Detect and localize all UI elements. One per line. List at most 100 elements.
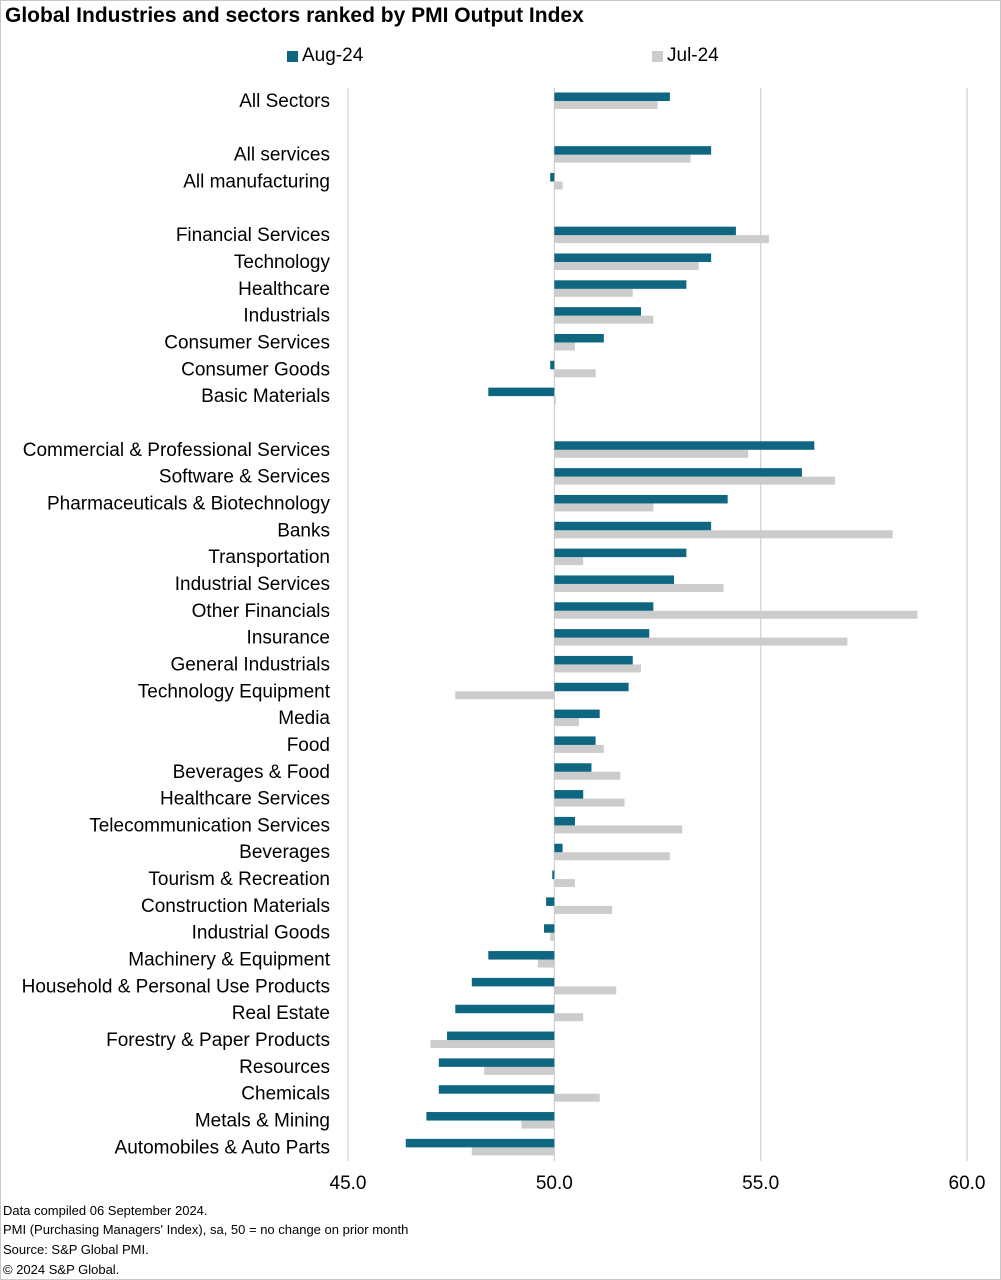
bar-aug-all-sectors [554,92,670,101]
bar-aug-media [554,709,600,719]
category-label-beverages: Beverages [239,842,330,863]
bar-aug-household-and-personal-use-products [471,977,555,987]
category-label-machinery-and-equipment: Machinery & Equipment [128,950,330,971]
category-label-forestry-and-paper-products: Forestry & Paper Products [106,1030,330,1051]
bar-aug-industrial-goods [544,924,555,933]
bar-aug-automobiles-and-auto-parts [405,1138,555,1148]
bar-jul-beverages [554,852,670,861]
bar-jul-insurance [554,637,848,646]
category-label-consumer-goods: Consumer Goods [181,359,330,380]
category-label-technology-equipment: Technology Equipment [138,681,331,702]
bar-aug-financial-services [554,226,736,236]
bar-jul-industrials [554,315,654,324]
bar-aug-machinery-and-equipment [488,951,555,960]
legend-swatch-jul [652,50,663,62]
bar-jul-construction-materials [554,905,613,914]
category-label-tourism-and-recreation: Tourism & Recreation [148,869,330,890]
bar-aug-commercial-and-professional-services [554,441,815,450]
category-label-industrial-services: Industrial Services [175,574,330,595]
footer-compiled: Data compiled 06 September 2024. [3,1203,208,1218]
bar-aug-beverages-and-food [554,763,592,772]
category-label-beverages-and-food: Beverages & Food [173,762,330,783]
bar-jul-consumer-goods [554,369,596,378]
bar-aug-chemicals [438,1085,555,1094]
category-label-construction-materials: Construction Materials [141,896,330,917]
bar-aug-industrials [554,307,641,316]
chart-title: Global Industries and sectors ranked by … [5,4,584,27]
category-label-financial-services: Financial Services [176,225,330,246]
bar-jul-resources [484,1066,555,1075]
bar-aug-banks [554,521,712,531]
bar-aug-healthcare-services [554,790,584,799]
bar-jul-food [554,744,604,753]
bar-jul-all-services [554,154,691,163]
category-label-pharmaceuticals-and-biotechnology: Pharmaceuticals & Biotechnology [47,493,331,514]
footer-definition: PMI (Purchasing Managers' Index), sa, 50… [3,1222,409,1237]
bar-chart: 45.0 50.0 55.0 60.0 All Sectors All services A… [22,88,986,1194]
bar-aug-technology [554,253,712,262]
bar-jul-healthcare [554,288,633,297]
bar-aug-healthcare [554,280,687,289]
bar-jul-metals-and-mining [521,1120,555,1129]
bar-aug-transportation [554,548,687,558]
bar-jul-financial-services [554,235,769,244]
bar-jul-household-and-personal-use-products [554,986,617,995]
bar-jul-tourism-and-recreation [554,879,575,888]
bar-aug-all-services [554,146,712,155]
x-tick-label: 45.0 [330,1173,367,1194]
bar-jul-all-sectors [554,101,658,109]
bar-jul-general-industrials [554,664,641,673]
bar-jul-media [554,718,580,727]
x-tick-label: 50.0 [536,1173,573,1194]
category-label-resources: Resources [239,1057,330,1078]
category-label-chemicals: Chemicals [241,1084,330,1105]
bar-aug-consumer-services [554,333,604,343]
category-label-general-industrials: General Industrials [171,654,330,675]
bar-jul-transportation [554,557,584,566]
category-label-media: Media [278,708,330,729]
x-tick-label: 60.0 [949,1173,986,1194]
bar-jul-consumer-services [554,342,575,351]
bar-aug-beverages [554,843,563,853]
footer-copyright: © 2024 S&P Global. [3,1262,120,1277]
bar-jul-machinery-and-equipment [537,959,555,968]
category-label-all-sectors: All Sectors [239,91,330,112]
category-label-all-services: All services [234,145,330,166]
bar-jul-real-estate [554,1013,584,1022]
legend-item-aug: Aug-24 [287,44,363,68]
category-label-healthcare-services: Healthcare Services [160,789,330,810]
bar-jul-forestry-and-paper-products [430,1040,555,1049]
category-label-industrials: Industrials [243,306,330,327]
bar-jul-automobiles-and-auto-parts [471,1147,555,1156]
bar-aug-construction-materials [546,897,555,906]
bar-jul-commercial-and-professional-services [554,449,749,458]
bar-jul-beverages-and-food [554,771,621,780]
category-label-software-and-services: Software & Services [159,467,330,488]
bar-aug-tourism-and-recreation [552,870,555,880]
bar-aug-pharmaceuticals-and-biotechnology [554,494,728,504]
category-label-household-and-personal-use-products: Household & Personal Use Products [22,976,330,997]
legend-label-aug: Aug-24 [302,45,364,66]
category-label-commercial-and-professional-services: Commercial & Professional Services [23,440,330,461]
bar-aug-consumer-goods [550,360,555,370]
bar-aug-forestry-and-paper-products [447,1031,555,1041]
category-label-technology: Technology [234,252,331,273]
category-label-industrial-goods: Industrial Goods [192,923,330,944]
category-label-food: Food [287,735,330,756]
category-label-healthcare: Healthcare [238,279,330,300]
bar-jul-basic-materials [554,396,556,405]
category-label-other-financials: Other Financials [192,601,330,622]
bar-jul-banks [554,530,893,539]
bar-jul-technology-equipment [455,691,555,700]
bar-aug-other-financials [554,602,654,611]
category-label-real-estate: Real Estate [232,1003,330,1024]
bar-aug-all-manufacturing [550,172,555,182]
bar-jul-software-and-services [554,476,835,485]
bar-aug-technology-equipment [554,682,629,692]
bar-aug-real-estate [455,1004,555,1014]
bar-aug-telecommunication-services [554,816,575,826]
category-label-insurance: Insurance [247,628,330,649]
legend-item-jul: Jul-24 [652,44,719,68]
bar-aug-resources [438,1058,555,1067]
bar-jul-all-manufacturing [554,181,563,190]
